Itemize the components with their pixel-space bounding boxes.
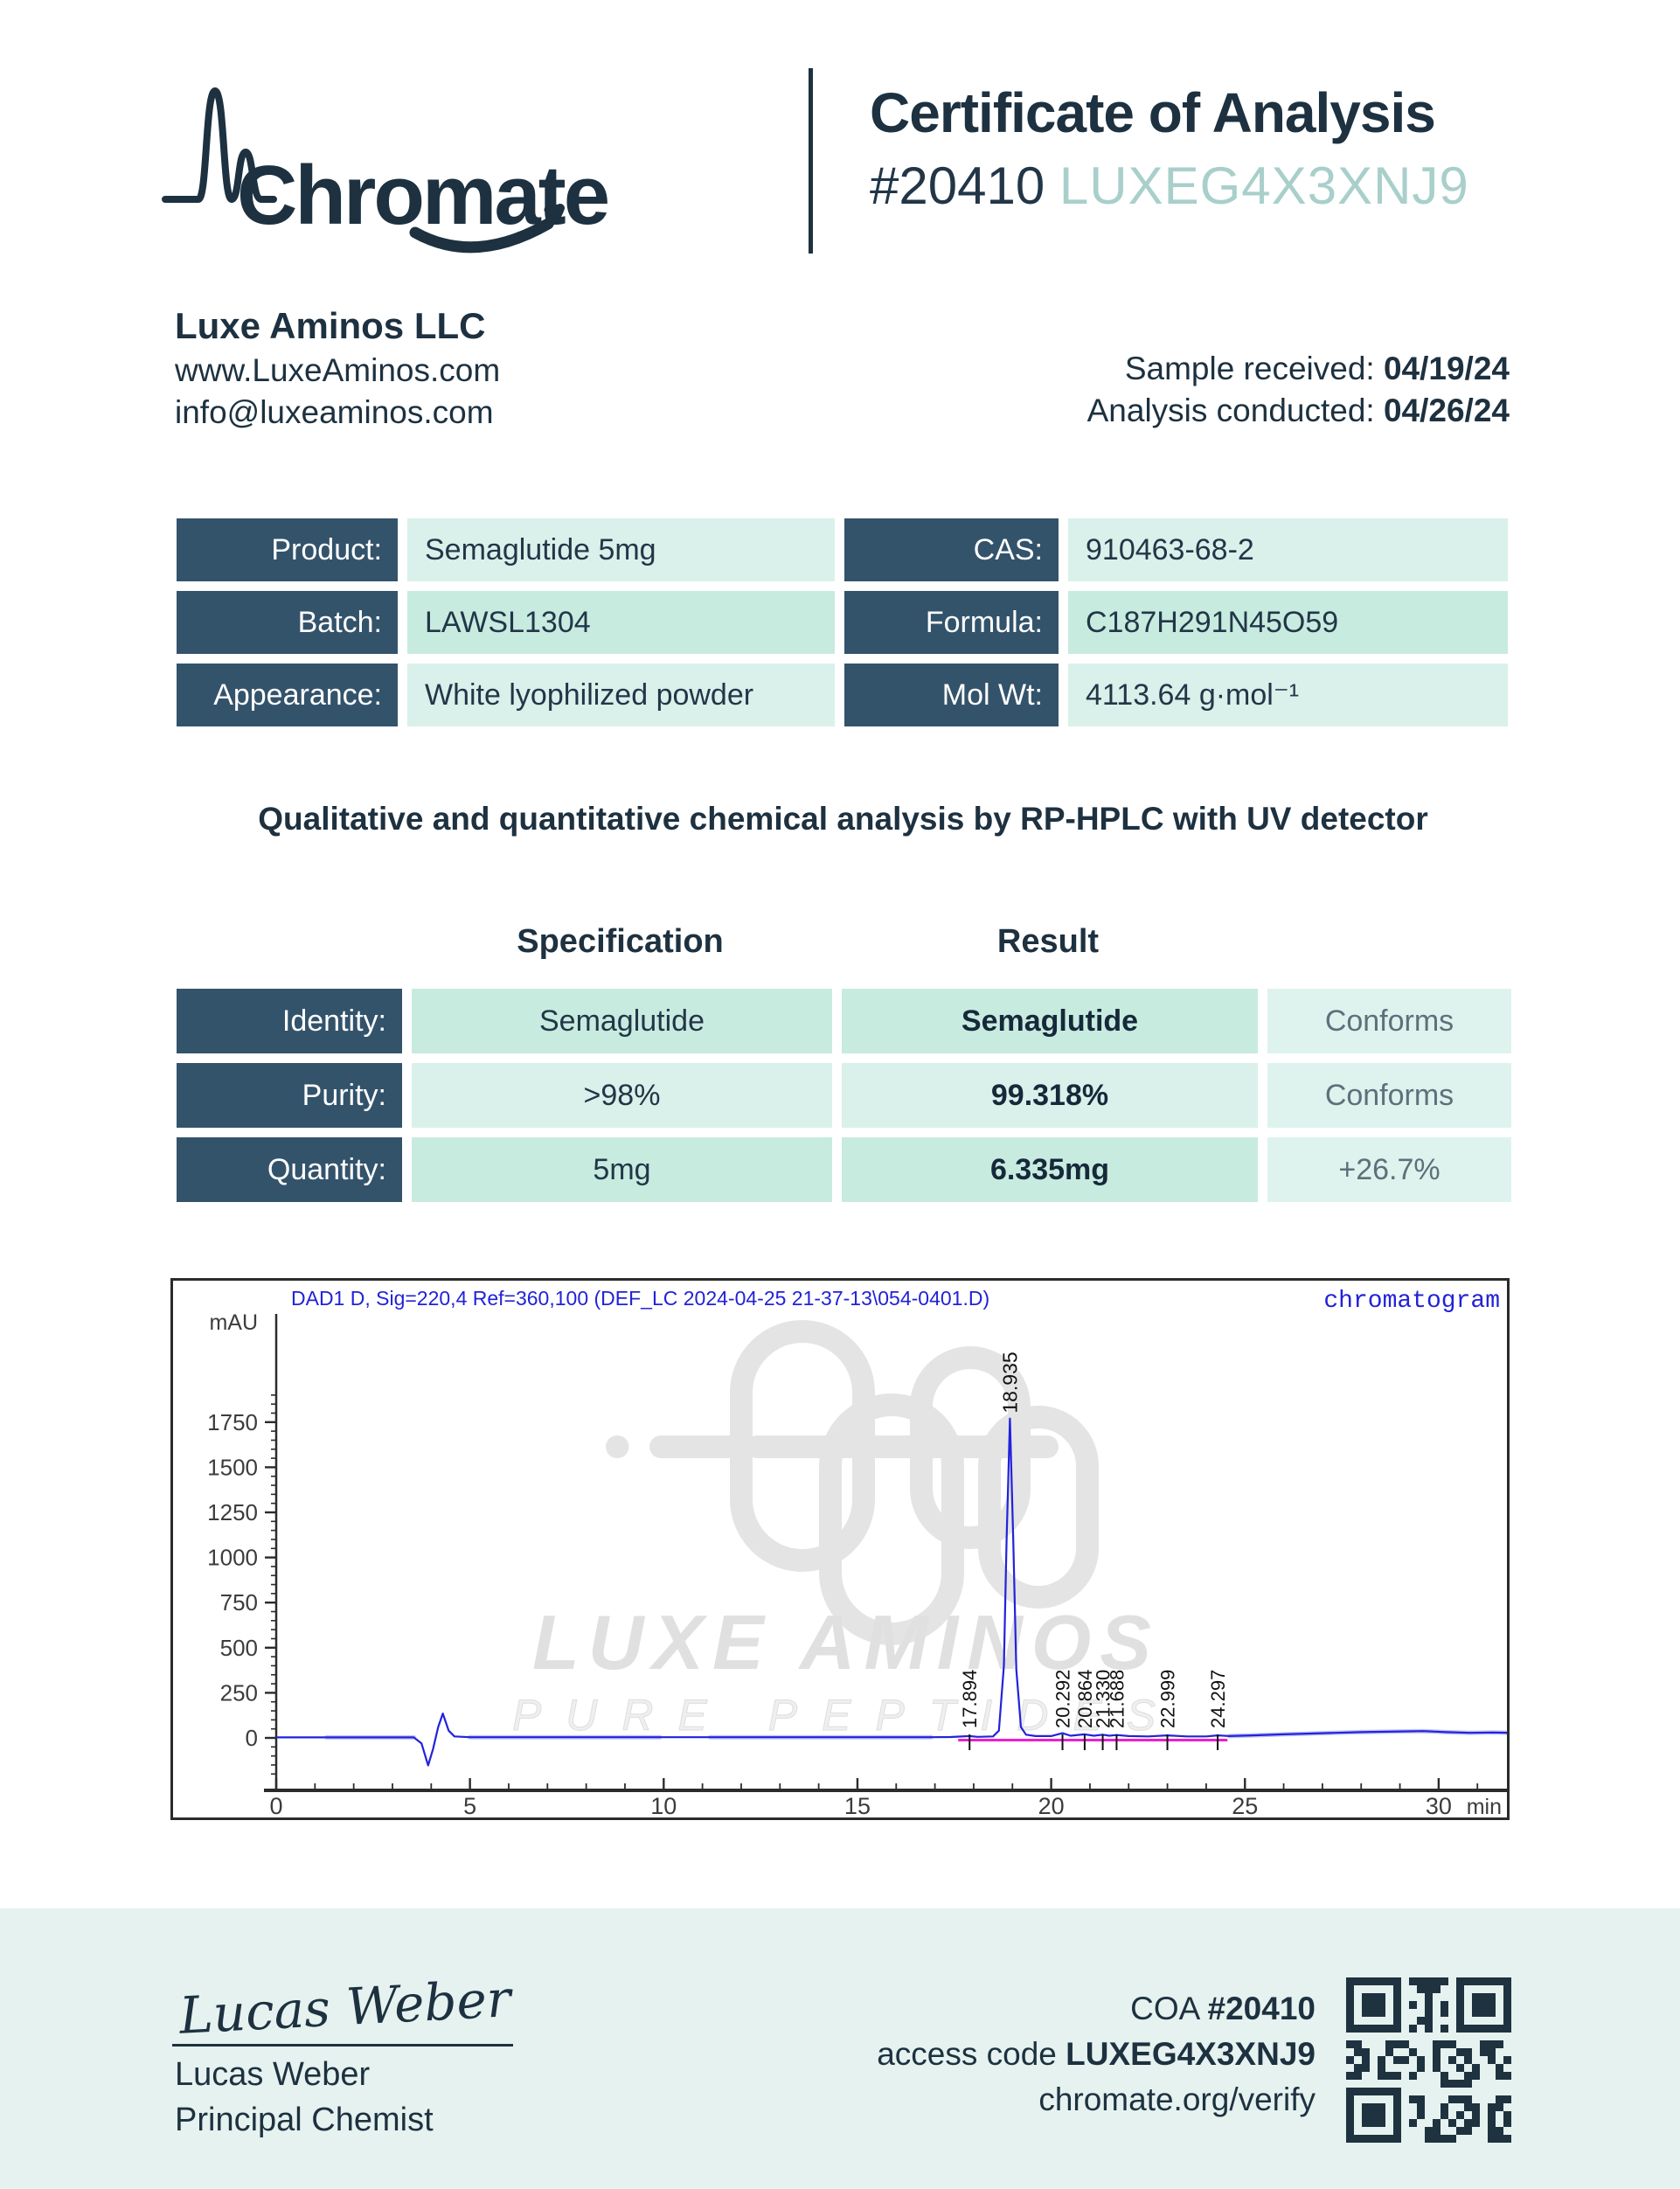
spec-column-header: Specification (517, 923, 724, 960)
svg-text:10: 10 (650, 1793, 677, 1817)
svg-text:750: 750 (220, 1589, 258, 1616)
spec-result-table: Identity: Semaglutide Semaglutide Confor… (177, 989, 1511, 1202)
purity-status: Conforms (1267, 1063, 1511, 1128)
dates-block: Sample received: 04/19/24 Analysis condu… (1087, 348, 1510, 432)
appearance-value: White lyophilized powder (407, 664, 835, 726)
coa-subtitle: #20410 LUXEG4X3XNJ9 (870, 156, 1469, 216)
svg-text:1500: 1500 (207, 1454, 258, 1480)
batch-label: Batch: (177, 591, 398, 654)
purity-spec: >98% (412, 1063, 832, 1128)
molwt-value: 4113.64 g·mol⁻¹ (1068, 664, 1508, 726)
company-email: info@luxeaminos.com (175, 394, 494, 430)
signer-name: Lucas Weber (175, 2056, 371, 2093)
svg-text:0: 0 (269, 1793, 282, 1817)
svg-text:1250: 1250 (207, 1499, 258, 1525)
company-name: Luxe Aminos LLC (175, 305, 486, 346)
svg-text:20: 20 (1038, 1793, 1065, 1817)
product-info-table: Product: Semaglutide 5mg CAS: 910463-68-… (177, 518, 1510, 726)
header-divider (809, 68, 813, 254)
chart-signal-title: DAD1 D, Sig=220,4 Ref=360,100 (DEF_LC 20… (291, 1287, 989, 1310)
brand-wordmark: Chromate (237, 149, 608, 242)
svg-text:0: 0 (246, 1725, 258, 1751)
sample-received-line: Sample received: 04/19/24 (1124, 351, 1510, 386)
svg-text:21.688: 21.688 (1106, 1670, 1128, 1728)
identity-label: Identity: (177, 989, 402, 1053)
watermark-line1: LUXE AMINOS (532, 1599, 1160, 1685)
page-title: Certificate of Analysis (870, 81, 1436, 144)
svg-text:1000: 1000 (207, 1545, 258, 1571)
chart-corner-label: chromatogram (1323, 1288, 1500, 1315)
identity-status: Conforms (1267, 989, 1511, 1053)
access-code-line: access code LUXEG4X3XNJ9 (877, 2036, 1316, 2072)
svg-text:21.330: 21.330 (1093, 1670, 1114, 1728)
svg-text:1750: 1750 (207, 1409, 258, 1435)
svg-text:20.864: 20.864 (1074, 1670, 1096, 1728)
purity-label: Purity: (177, 1063, 402, 1128)
identity-result: Semaglutide (842, 989, 1258, 1053)
purity-result: 99.318% (842, 1063, 1258, 1128)
company-block: Luxe Aminos LLC www.LuxeAminos.com info@… (175, 302, 500, 434)
signature-underline (172, 2044, 513, 2047)
chart-axes: 0 250 500 750 1000 1250 1500 1750 mAU 0 5 10 15 20 25 3… (207, 1310, 1507, 1819)
svg-text:5: 5 (463, 1793, 476, 1817)
result-column-header: Result (996, 923, 1100, 960)
svg-text:500: 500 (220, 1635, 258, 1661)
qr-code-icon (1346, 1977, 1511, 2143)
watermark-line2: PURE PEPTIDES (512, 1691, 1180, 1740)
cas-value: 910463-68-2 (1068, 518, 1508, 581)
svg-text:17.894: 17.894 (959, 1670, 981, 1728)
formula-label: Formula: (844, 591, 1059, 654)
svg-text:20.292: 20.292 (1052, 1670, 1074, 1728)
analysis-conducted-line: Analysis conducted: 04/26/24 (1086, 393, 1510, 428)
svg-text:22.999: 22.999 (1157, 1670, 1179, 1728)
smile-swoosh-icon (409, 204, 565, 254)
svg-text:25: 25 (1232, 1793, 1258, 1817)
chromatogram-peak-icon (162, 87, 277, 203)
batch-value: LAWSL1304 (407, 591, 835, 654)
molwt-label: Mol Wt: (844, 664, 1059, 726)
identity-spec: Semaglutide (412, 989, 832, 1053)
verify-url: chromate.org/verify (1038, 2081, 1316, 2117)
signer-role: Principal Chemist (175, 2102, 434, 2138)
svg-text:18.935: 18.935 (998, 1352, 1021, 1413)
svg-text:24.297: 24.297 (1207, 1670, 1229, 1728)
chromatogram-chart: LUXE AMINOS PURE PEPTIDES DAD1 D, Sig=22… (207, 1287, 1515, 1819)
coa-line: COA #20410 (1130, 1991, 1316, 2026)
formula-value: C187H291N45O59 (1068, 591, 1508, 654)
product-value: Semaglutide 5mg (407, 518, 835, 581)
svg-text:mAU: mAU (209, 1310, 258, 1335)
quantity-spec: 5mg (412, 1137, 832, 1202)
quantity-result: 6.335mg (842, 1137, 1258, 1202)
chart-traces (276, 1417, 1515, 1767)
watermark-monogram-icon (606, 1320, 1099, 1645)
coa-number: #20410 (870, 156, 1045, 215)
chromate-logo: Chromate (162, 87, 611, 254)
svg-text:250: 250 (220, 1679, 258, 1706)
cas-label: CAS: (844, 518, 1059, 581)
svg-text:min: min (1467, 1795, 1502, 1817)
svg-text:15: 15 (844, 1793, 871, 1817)
chromatogram-panel: LUXE AMINOS PURE PEPTIDES DAD1 D, Sig=22… (170, 1278, 1515, 1820)
quantity-status: +26.7% (1267, 1137, 1511, 1202)
product-label: Product: (177, 518, 398, 581)
quantity-label: Quantity: (177, 1137, 402, 1202)
appearance-label: Appearance: (177, 664, 398, 726)
method-description: Qualitative and quantitative chemical an… (258, 801, 1428, 837)
coa-access-code: LUXEG4X3XNJ9 (1059, 156, 1469, 215)
company-website: www.LuxeAminos.com (175, 352, 501, 388)
svg-text:30: 30 (1426, 1793, 1452, 1817)
verify-block: COA #20410 access code LUXEG4X3XNJ9 chro… (877, 1986, 1316, 2123)
